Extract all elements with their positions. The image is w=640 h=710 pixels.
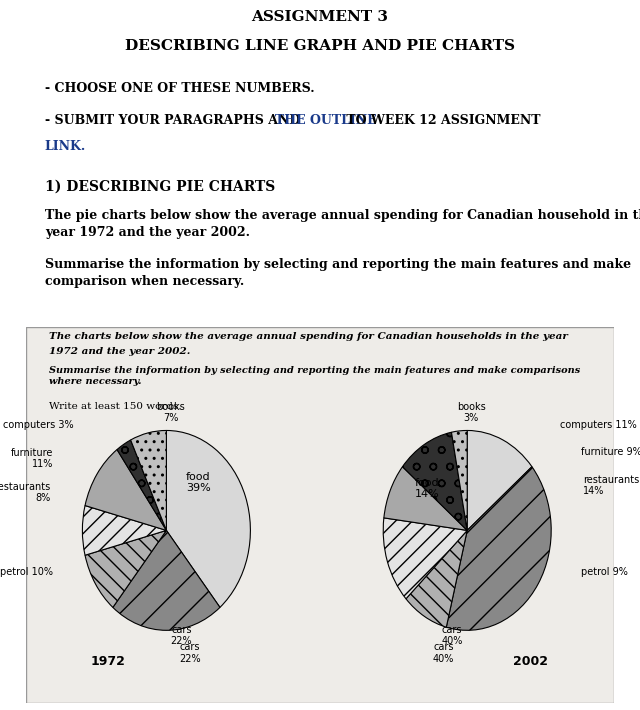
Wedge shape — [117, 440, 166, 530]
Wedge shape — [166, 430, 250, 607]
Text: LINK.: LINK. — [45, 141, 86, 153]
Wedge shape — [467, 430, 532, 530]
Wedge shape — [85, 530, 166, 607]
Text: Summarise the information by selecting and reporting the main features and make : Summarise the information by selecting a… — [49, 366, 580, 386]
Text: - CHOOSE ONE OF THESE NUMBERS.: - CHOOSE ONE OF THESE NUMBERS. — [45, 82, 314, 94]
Text: books
7%: books 7% — [156, 402, 185, 423]
Text: computers 11%: computers 11% — [559, 420, 636, 430]
Text: cars
22%: cars 22% — [171, 625, 193, 646]
Wedge shape — [131, 430, 166, 530]
Text: restaurants
14%: restaurants 14% — [583, 474, 639, 496]
Text: 1972 and the year 2002.: 1972 and the year 2002. — [49, 347, 191, 356]
Text: The pie charts below show the average annual spending for Canadian household in : The pie charts below show the average an… — [45, 209, 640, 239]
Text: books
3%: books 3% — [457, 402, 486, 423]
Text: food
14%: food 14% — [415, 478, 439, 499]
Text: cars
22%: cars 22% — [179, 643, 201, 664]
Text: 1) DESCRIBING PIE CHARTS: 1) DESCRIBING PIE CHARTS — [45, 180, 275, 194]
Text: Write at least 150 words.: Write at least 150 words. — [49, 402, 182, 411]
Wedge shape — [83, 506, 166, 555]
Text: Summarise the information by selecting and reporting the main features and make
: Summarise the information by selecting a… — [45, 258, 631, 288]
Wedge shape — [383, 518, 467, 599]
Text: cars
40%: cars 40% — [433, 643, 454, 664]
Text: - SUBMIT YOUR PARAGRAPHS AND: - SUBMIT YOUR PARAGRAPHS AND — [45, 114, 305, 127]
Text: TO WEEK 12 ASSIGNMENT: TO WEEK 12 ASSIGNMENT — [342, 114, 541, 127]
Text: computers 3%: computers 3% — [3, 420, 74, 430]
Wedge shape — [406, 530, 467, 627]
Text: cars
40%: cars 40% — [442, 625, 463, 646]
Text: THE OUTLINE: THE OUTLINE — [275, 114, 377, 127]
Text: food
39%: food 39% — [186, 471, 211, 493]
Text: ASSIGNMENT 3: ASSIGNMENT 3 — [252, 10, 388, 24]
Text: furniture
11%: furniture 11% — [11, 447, 53, 469]
Text: 2002: 2002 — [513, 655, 548, 668]
Wedge shape — [113, 530, 220, 630]
FancyBboxPatch shape — [26, 327, 614, 703]
Wedge shape — [451, 430, 467, 530]
Text: 1972: 1972 — [90, 655, 125, 668]
Text: furniture 9%: furniture 9% — [580, 447, 640, 457]
Wedge shape — [85, 449, 166, 530]
Text: petrol 9%: petrol 9% — [580, 567, 627, 577]
Wedge shape — [384, 466, 467, 530]
Text: DESCRIBING LINE GRAPH AND PIE CHARTS: DESCRIBING LINE GRAPH AND PIE CHARTS — [125, 39, 515, 53]
Text: petrol 10%: petrol 10% — [0, 567, 53, 577]
Wedge shape — [446, 466, 551, 630]
Text: The charts below show the average annual spending for Canadian households in the: The charts below show the average annual… — [49, 332, 568, 342]
Wedge shape — [403, 432, 467, 530]
Text: restaurants
8%: restaurants 8% — [0, 481, 51, 503]
